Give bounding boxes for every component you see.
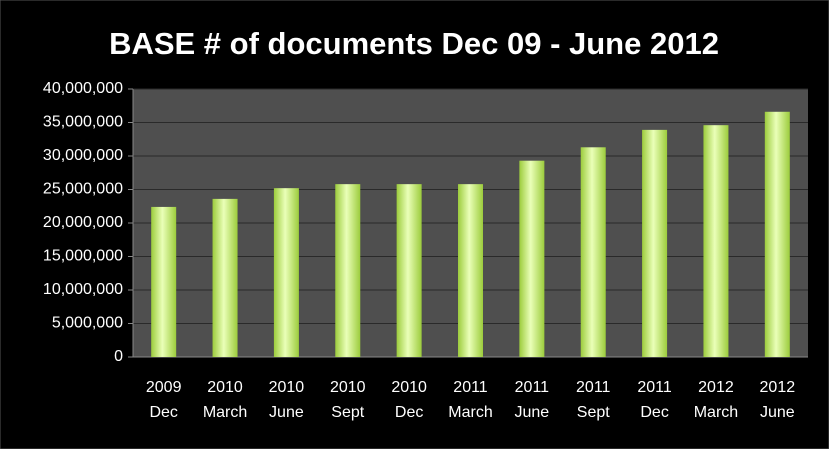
bar — [151, 206, 177, 357]
x-tick-label: March — [203, 404, 247, 421]
x-tick-label: 2012 — [698, 379, 734, 396]
x-tick-label: Dec — [149, 404, 177, 421]
x-tick-label: 2010 — [207, 379, 243, 396]
bar — [458, 184, 483, 357]
y-tick-label: 5,000,000 — [52, 315, 123, 332]
x-tick-label: June — [760, 404, 795, 421]
x-tick-label: Sept — [577, 404, 610, 421]
y-tick-label: 35,000,000 — [43, 114, 123, 131]
bar — [519, 160, 545, 357]
bar — [396, 184, 422, 357]
bar — [642, 129, 668, 357]
x-tick-label: 2011 — [637, 379, 672, 396]
x-tick-label: Dec — [395, 404, 423, 421]
bar — [703, 125, 729, 358]
chart-title: BASE # of documents Dec 09 - June 2012 — [109, 26, 719, 61]
x-tick-label: 2012 — [760, 379, 796, 396]
x-tick-label: 2011 — [453, 379, 488, 396]
y-tick-label: 15,000,000 — [43, 248, 123, 265]
x-tick-label: June — [515, 404, 550, 421]
y-tick-label: 10,000,000 — [43, 281, 123, 298]
x-tick-label: 2009 — [146, 379, 182, 396]
bar — [212, 198, 238, 357]
bar — [580, 147, 606, 357]
x-tick-label: Dec — [640, 404, 668, 421]
x-tick-label: 2010 — [330, 379, 366, 396]
x-tick-label: June — [269, 404, 304, 421]
x-tick-label: March — [448, 404, 492, 421]
bar — [764, 111, 790, 357]
x-tick-label: 2010 — [269, 379, 305, 396]
y-tick-label: 30,000,000 — [43, 147, 123, 164]
x-tick-label: 2011 — [515, 379, 550, 396]
bar — [273, 188, 299, 357]
x-tick-label: March — [694, 404, 738, 421]
y-tick-label: 40,000,000 — [43, 80, 123, 97]
y-tick-label: 0 — [114, 348, 123, 365]
x-tick-label: Sept — [331, 404, 364, 421]
x-tick-label: 2011 — [576, 379, 611, 396]
bar — [335, 184, 361, 357]
x-tick-label: 2010 — [391, 379, 427, 396]
y-tick-label: 20,000,000 — [43, 214, 123, 231]
y-tick-label: 25,000,000 — [43, 181, 123, 198]
